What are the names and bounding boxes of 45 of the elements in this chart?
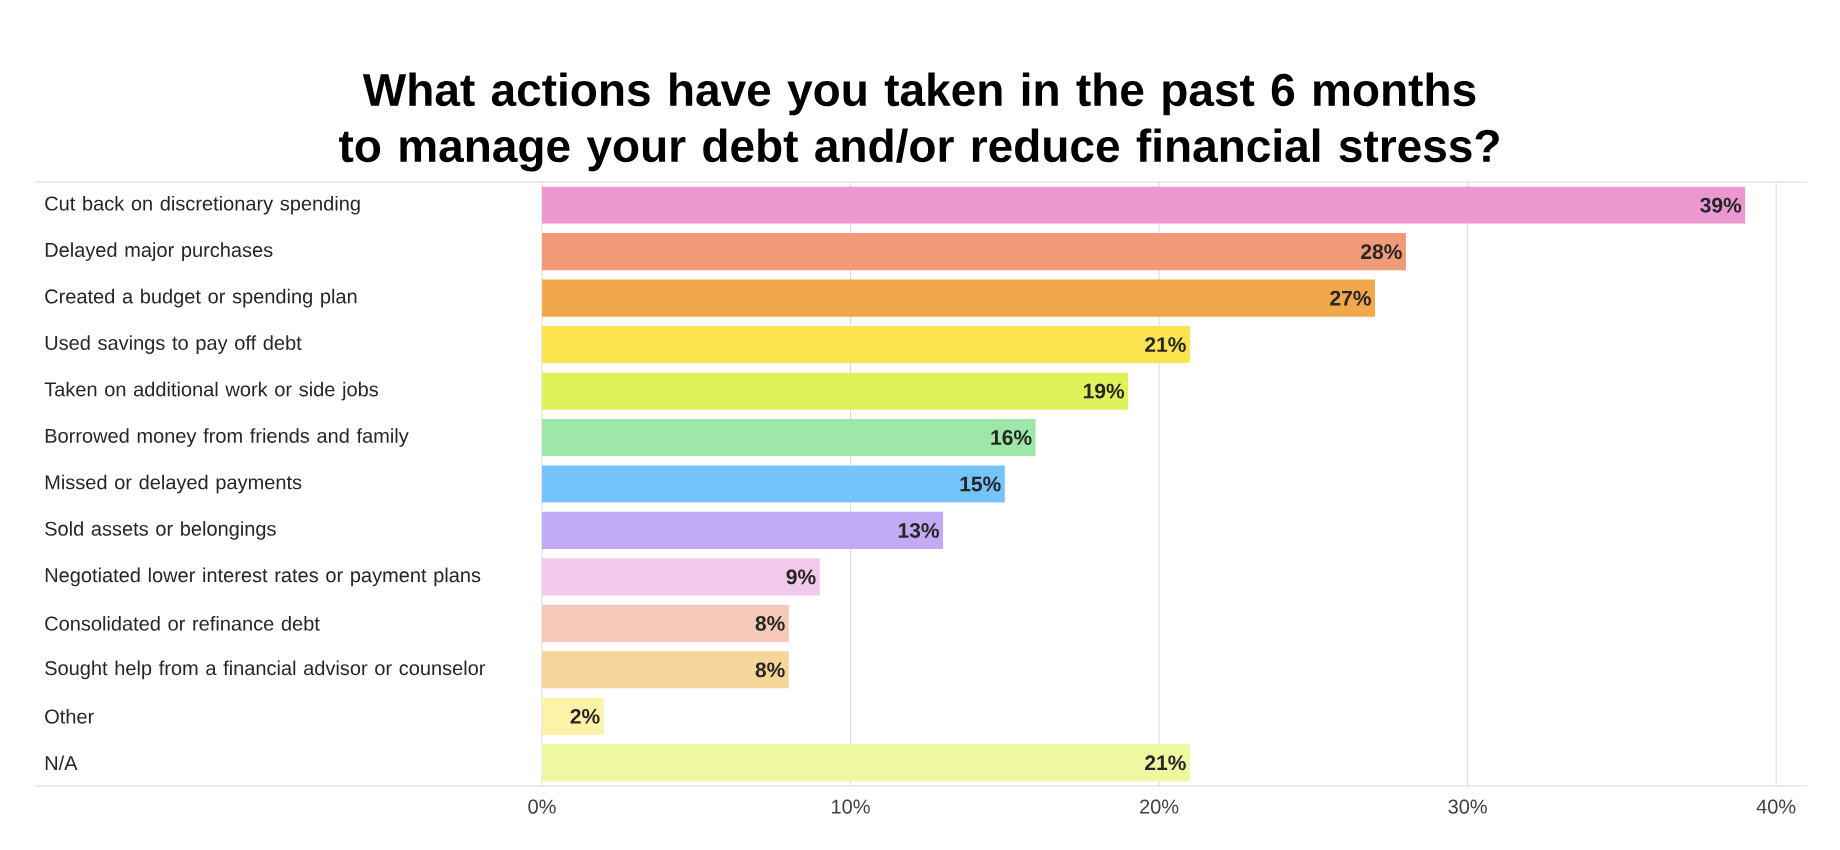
y-tick-label: Delayed major purchases bbox=[45, 242, 273, 262]
y-tick-label: N/A bbox=[45, 755, 78, 771]
bar bbox=[542, 418, 1036, 457]
y-tick-label: Other bbox=[45, 708, 94, 724]
y-tick-label: Borrowed money from friends and family bbox=[45, 428, 409, 447]
data-label: 21% bbox=[1145, 337, 1186, 353]
x-tick-label: 20% bbox=[1140, 799, 1179, 814]
bar bbox=[542, 697, 604, 735]
x-tick-label: 30% bbox=[1448, 799, 1487, 814]
bar bbox=[542, 326, 1190, 364]
data-label: 13% bbox=[898, 523, 939, 538]
y-tick-label: Consolidated or refinance debt bbox=[45, 616, 320, 631]
data-label: 21% bbox=[1145, 755, 1186, 771]
x-tick-label: 0% bbox=[528, 799, 556, 814]
x-tick-label: 10% bbox=[832, 799, 870, 814]
data-label: 39% bbox=[1700, 197, 1742, 213]
bar bbox=[542, 233, 1406, 271]
y-tick-label: Taken on additional work or side jobs bbox=[44, 381, 379, 401]
bar bbox=[542, 372, 1129, 410]
data-label: 28% bbox=[1361, 244, 1402, 260]
x-tick-label: 40% bbox=[1756, 799, 1796, 814]
y-tick-label: Created a budget or spending plan bbox=[45, 288, 357, 308]
data-label: 8% bbox=[755, 662, 785, 678]
y-tick-label: Sought help from a financial advisor or counselor bbox=[45, 660, 486, 680]
bar bbox=[542, 465, 1005, 503]
bar bbox=[542, 186, 1746, 224]
y-tick-label: Sold assets or belongings bbox=[45, 521, 276, 540]
bar bbox=[542, 651, 789, 689]
bar bbox=[542, 279, 1376, 317]
data-label: 2% bbox=[570, 708, 600, 724]
bar bbox=[542, 604, 789, 642]
y-tick-label: Cut back on discretionary spending bbox=[45, 195, 360, 215]
data-label: 27% bbox=[1330, 290, 1371, 306]
data-label: 16% bbox=[991, 430, 1032, 445]
y-tick-label: Used savings to pay off debt bbox=[45, 335, 302, 354]
bar bbox=[542, 511, 944, 550]
chart-title: What actions have you taken in the past 6 months to manage your debt and/or reduce financial stress? bbox=[339, 72, 1499, 172]
bar bbox=[542, 744, 1190, 782]
y-tick-label: Missed or delayed payments bbox=[45, 474, 302, 494]
data-label: 15% bbox=[960, 476, 1001, 492]
data-label: 8% bbox=[755, 615, 785, 631]
bar bbox=[542, 558, 820, 596]
data-label: 9% bbox=[786, 569, 816, 585]
data-label: 19% bbox=[1083, 383, 1125, 399]
y-tick-label: Negotiated lower interest rates or payment plans bbox=[45, 567, 481, 587]
